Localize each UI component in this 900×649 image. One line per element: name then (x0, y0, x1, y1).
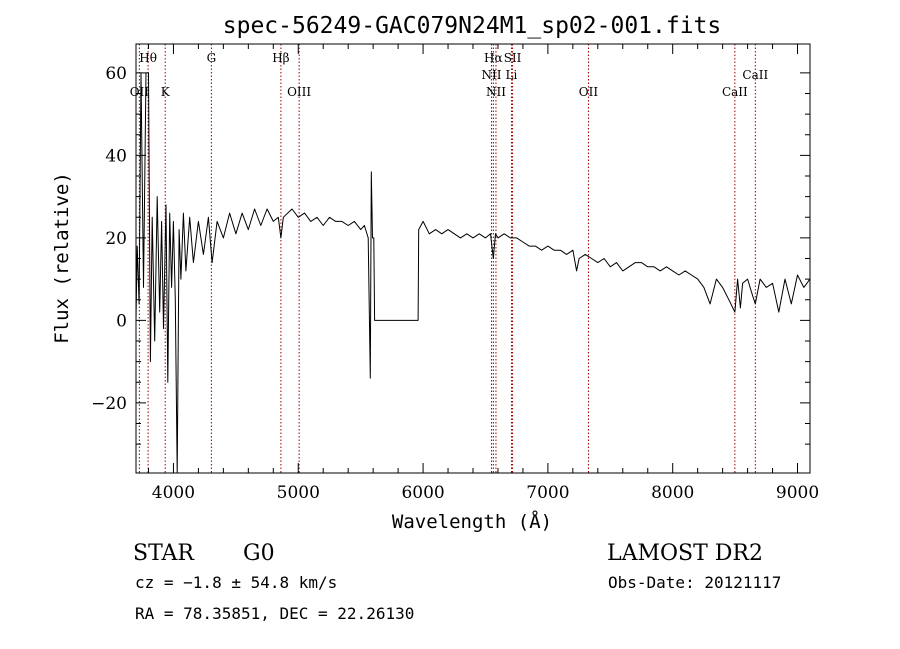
spectral-line-label-8: NII (481, 68, 501, 82)
observation-date: Obs-Date: 20121117 (608, 573, 781, 592)
redshift-velocity: cz = −1.8 ± 54.8 km/s (135, 573, 337, 592)
x-tick-label: 7000 (526, 483, 569, 503)
x-tick-label: 5000 (277, 483, 320, 503)
object-class: STAR (133, 541, 195, 566)
spectral-line-label-10: NII (486, 85, 506, 99)
y-tick-label: 40 (105, 146, 127, 166)
y-tick-label: 60 (105, 64, 127, 84)
x-axis-label: Wavelength (Å) (392, 510, 552, 533)
sky-coordinates: RA = 78.35851, DEC = 22.26130 (135, 604, 414, 623)
x-tick-label: 8000 (651, 483, 694, 503)
chart-title: spec-56249-GAC079N24M1_sp02-001.fits (223, 13, 722, 39)
x-tick-label: 9000 (776, 483, 819, 503)
spectral-line-label-4: Hβ (272, 51, 289, 65)
spectral-line-label-6: Hα (484, 51, 503, 65)
y-tick-label: 20 (105, 229, 127, 249)
spectral-line-label-12: CaII (722, 85, 748, 99)
spectral-line-label-9: Li (506, 68, 518, 82)
spectral-line-label-2: K (161, 85, 171, 99)
y-axis: −20 0 20 40 60 (91, 64, 810, 445)
x-axis: 4000 5000 6000 7000 8000 9000 (147, 44, 819, 503)
spectrum-line (135, 72, 811, 474)
survey-name: LAMOST DR2 (607, 541, 763, 566)
y-tick-label: 0 (116, 311, 127, 331)
y-axis-label: Flux (relative) (51, 172, 73, 344)
y-tick-label: −20 (91, 394, 127, 414)
spectral-line-label-0: Hθ (139, 51, 157, 65)
object-subclass: G0 (243, 541, 275, 566)
spectral-line-label-3: G (207, 51, 217, 65)
x-tick-label: 6000 (401, 483, 444, 503)
spectral-line-label-1: OII (130, 85, 150, 99)
spectral-line-label-13: CaII (742, 68, 768, 82)
x-tick-label: 4000 (152, 483, 195, 503)
spectral-line-markers (138, 44, 756, 473)
spectral-line-label-5: OIII (287, 85, 311, 99)
plot-frame (135, 43, 811, 474)
spectral-line-label-7: SII (504, 51, 522, 65)
spectral-line-label-11: OII (579, 85, 599, 99)
